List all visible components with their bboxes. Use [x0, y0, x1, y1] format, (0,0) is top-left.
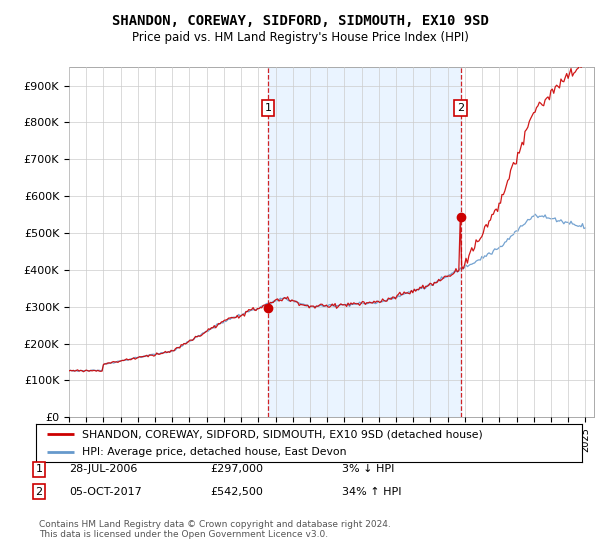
Text: £542,500: £542,500: [210, 487, 263, 497]
Text: HPI: Average price, detached house, East Devon: HPI: Average price, detached house, East…: [82, 447, 347, 457]
Text: Price paid vs. HM Land Registry's House Price Index (HPI): Price paid vs. HM Land Registry's House …: [131, 31, 469, 44]
Text: 1: 1: [35, 464, 43, 474]
Text: 2: 2: [35, 487, 43, 497]
Text: 34% ↑ HPI: 34% ↑ HPI: [342, 487, 401, 497]
Text: 1: 1: [265, 102, 272, 113]
Text: SHANDON, COREWAY, SIDFORD, SIDMOUTH, EX10 9SD (detached house): SHANDON, COREWAY, SIDFORD, SIDMOUTH, EX1…: [82, 429, 483, 439]
Text: SHANDON, COREWAY, SIDFORD, SIDMOUTH, EX10 9SD: SHANDON, COREWAY, SIDFORD, SIDMOUTH, EX1…: [112, 14, 488, 28]
Text: Contains HM Land Registry data © Crown copyright and database right 2024.
This d: Contains HM Land Registry data © Crown c…: [39, 520, 391, 539]
Text: 2: 2: [457, 102, 464, 113]
Bar: [268, 67, 461, 417]
Text: 05-OCT-2017: 05-OCT-2017: [69, 487, 142, 497]
Text: £297,000: £297,000: [210, 464, 263, 474]
Text: 3% ↓ HPI: 3% ↓ HPI: [342, 464, 394, 474]
Text: 28-JUL-2006: 28-JUL-2006: [69, 464, 137, 474]
